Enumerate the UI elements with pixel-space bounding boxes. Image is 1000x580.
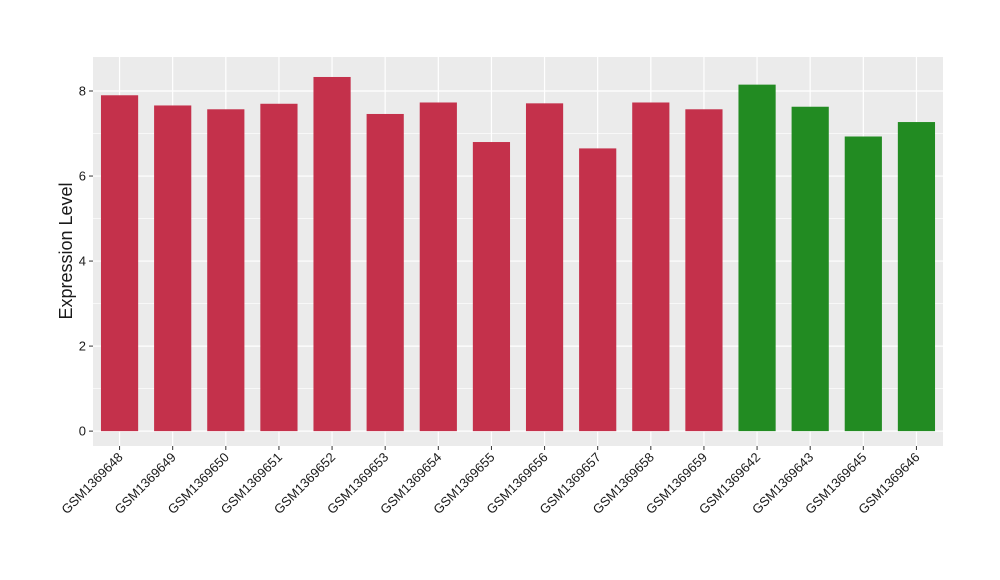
bar-GSM1369659 [685,109,723,432]
bar-GSM1369650 [207,109,245,432]
y-tick-label: 2 [79,339,86,354]
bar-GSM1369657 [579,148,617,432]
y-tick-label: 8 [79,84,86,99]
bar-GSM1369646 [897,122,936,432]
bar-GSM1369653 [366,113,404,432]
bars [100,76,936,432]
bar-GSM1369652 [313,76,351,432]
bar-GSM1369656 [525,103,564,432]
bar-GSM1369651 [260,103,298,432]
bar-GSM1369648 [100,95,139,432]
y-axis-ticks: 0 2 4 6 8 [79,84,93,439]
bar-GSM1369643 [791,106,829,432]
y-tick-label: 0 [79,424,86,439]
y-tick-label: 6 [79,169,86,184]
bar-GSM1369642 [738,84,776,432]
y-tick-label: 4 [79,254,86,269]
x-axis-ticks: GSM1369648GSM1369649GSM1369650GSM1369651… [58,446,923,517]
y-axis-label: Expression Level [56,182,76,319]
bar-GSM1369654 [419,102,457,432]
bar-GSM1369658 [632,102,670,432]
bar-GSM1369649 [154,105,192,432]
bar-GSM1369655 [472,142,511,432]
bar-GSM1369645 [844,136,882,432]
